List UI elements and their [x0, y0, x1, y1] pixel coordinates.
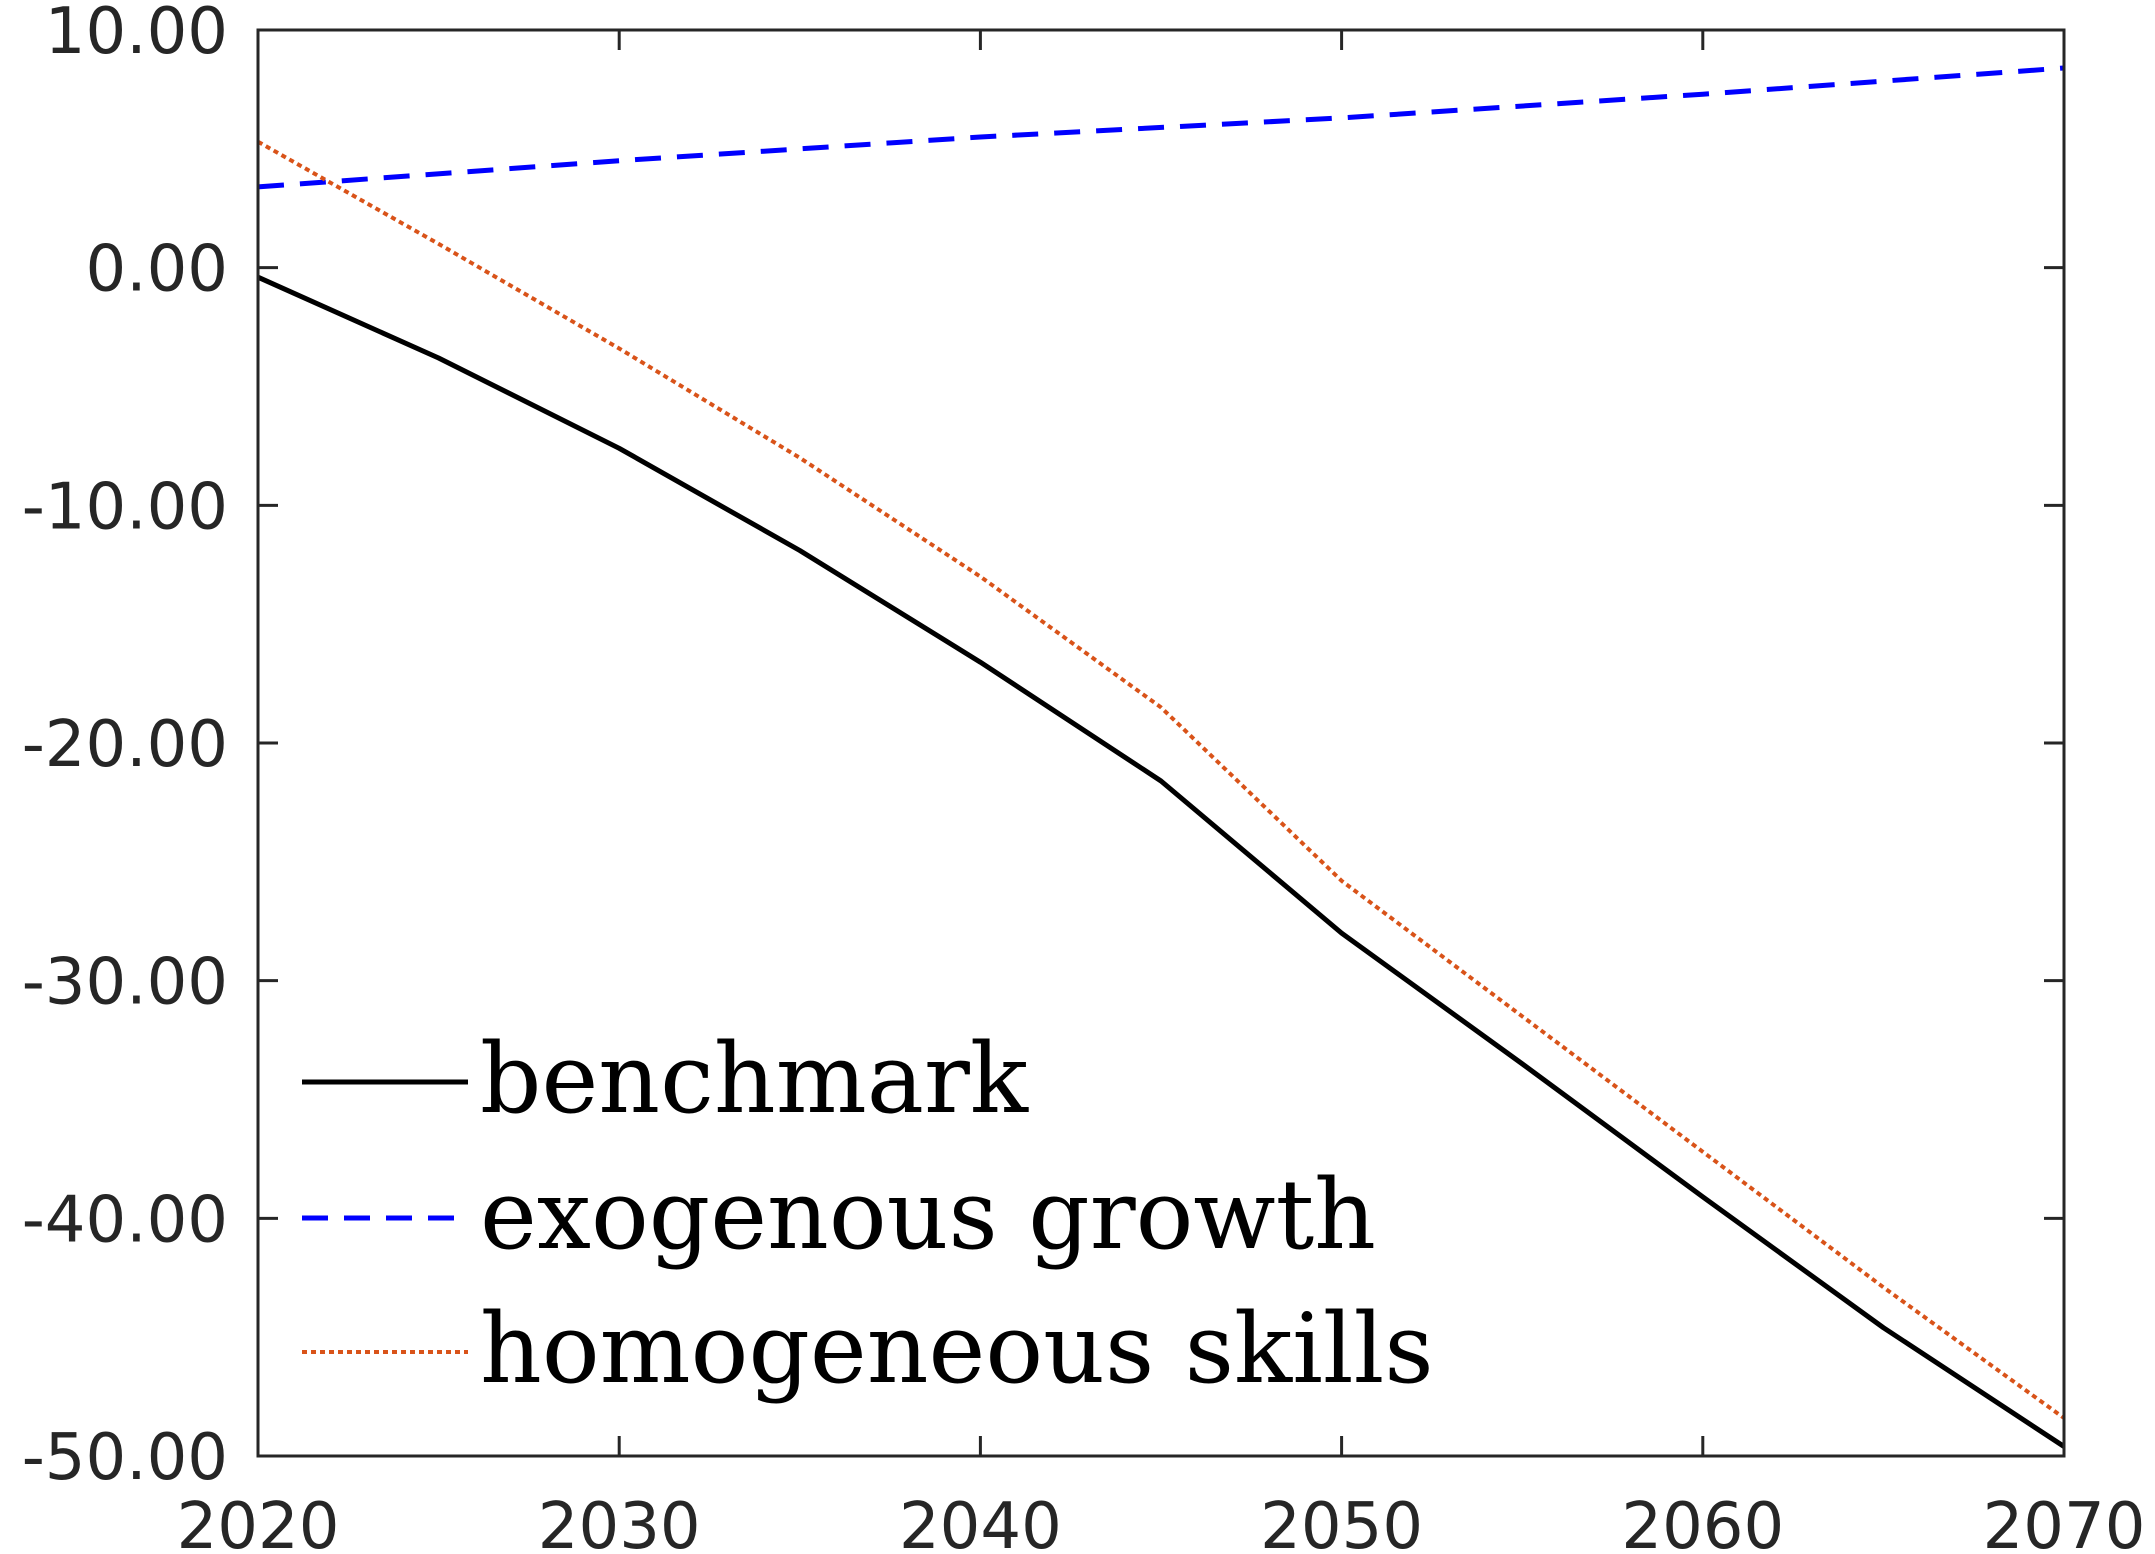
x-tick-label: 2050 [1260, 1490, 1423, 1554]
series-line-benchmark [256, 274, 2066, 1449]
x-axis-tick-labels: 2020 2030 2040 2050 2060 2070 [177, 1490, 2146, 1554]
y-tick-label: -50.00 [22, 1421, 228, 1495]
y-tick-label: -40.00 [22, 1183, 228, 1257]
series-line-exogenous-growth [257, 65, 2065, 190]
y-tick-label: 10.00 [45, 0, 228, 69]
x-tick-label: 2020 [177, 1490, 340, 1554]
x-tick-label: 2030 [538, 1490, 701, 1554]
legend-label: exogenous growth [480, 1159, 1376, 1271]
y-tick-label: -10.00 [22, 470, 228, 544]
legend-label: homogeneous skills [480, 1293, 1434, 1405]
legend-label: benchmark [480, 1023, 1029, 1135]
series-lines [256, 65, 2066, 1449]
y-tick-label: -30.00 [22, 946, 228, 1020]
axes-box [256, 28, 2066, 1458]
legend: benchmark exogenous growth homogeneous ski… [302, 1023, 1434, 1405]
series-line-homogeneous-skills [257, 139, 2066, 1420]
x-tick-label: 2070 [1983, 1490, 2146, 1554]
x-tick-label: 2060 [1621, 1490, 1784, 1554]
y-axis-tick-labels: 10.00 0.00 -10.00 -20.00 -30.00 -40.00 -50.00 [22, 0, 228, 1495]
y-tick-label: 0.00 [86, 233, 229, 307]
y-tick-label: -20.00 [22, 708, 228, 782]
x-tick-label: 2040 [899, 1490, 1062, 1554]
